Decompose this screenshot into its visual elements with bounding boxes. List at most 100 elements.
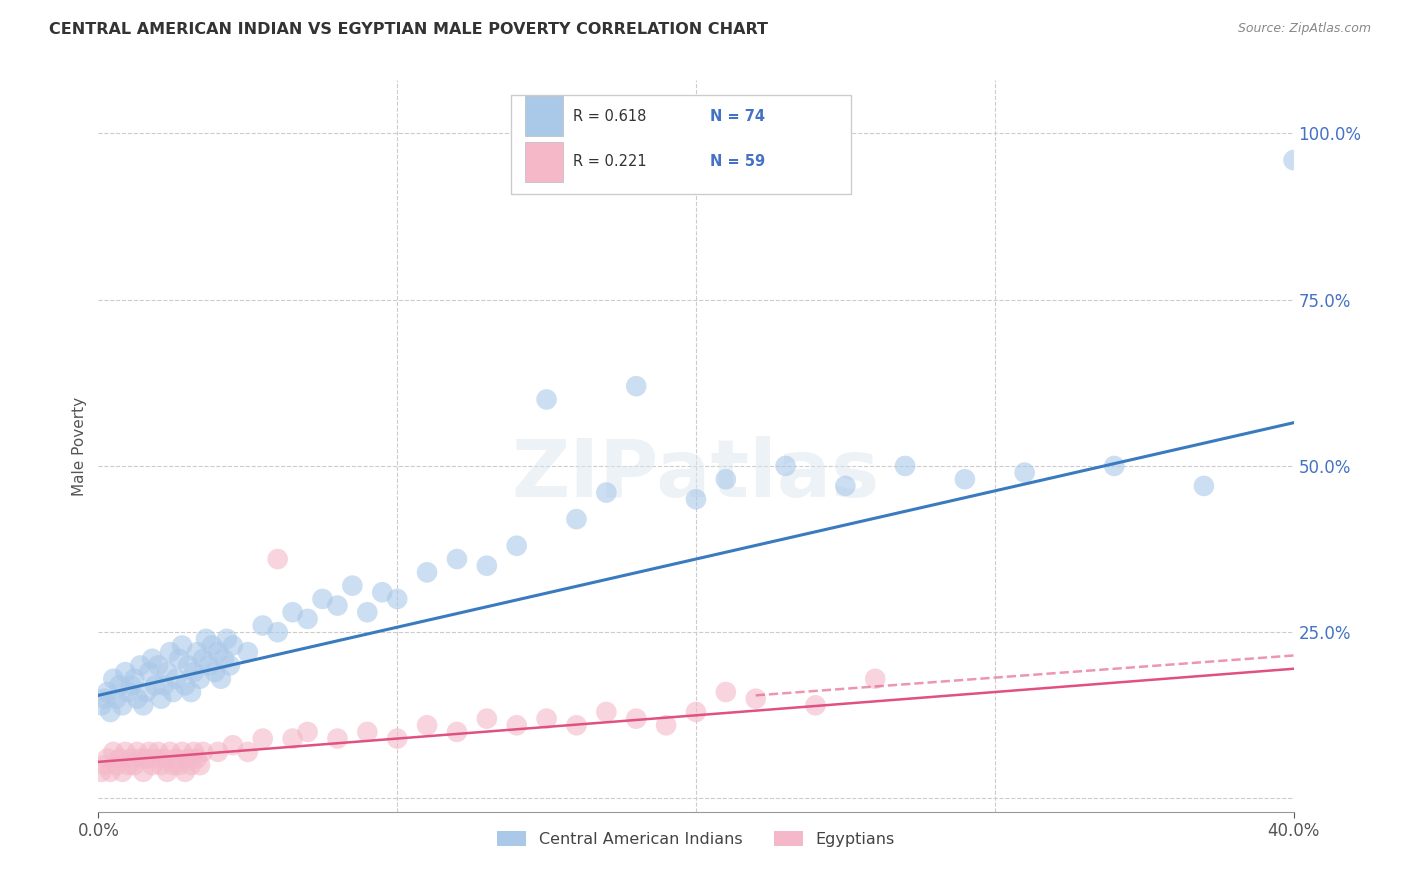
Point [281,605,304,619]
Point [506,718,529,732]
Point [174,764,197,779]
Point [129,751,152,765]
Point [207,745,229,759]
Point [156,764,179,779]
Text: N = 59: N = 59 [710,154,765,169]
Point [167,652,190,666]
Point [416,566,439,580]
Point [685,492,707,507]
Point [127,745,149,759]
Point [105,758,128,772]
Point [894,458,917,473]
Point [685,705,707,719]
Point [714,685,737,699]
Point [506,539,529,553]
Text: N = 74: N = 74 [710,109,765,124]
Point [111,764,134,779]
Point [120,751,142,765]
Point [172,639,194,653]
Point [201,639,224,653]
Point [191,652,214,666]
Point [446,725,468,739]
Point [172,745,194,759]
Point [209,672,232,686]
Point [96,685,118,699]
Point [174,678,197,692]
Point [446,552,468,566]
Point [153,678,176,692]
Point [416,718,439,732]
Point [595,705,617,719]
Point [626,712,648,726]
Point [111,698,134,713]
Point [186,751,208,765]
Point [180,685,202,699]
Text: CENTRAL AMERICAN INDIAN VS EGYPTIAN MALE POVERTY CORRELATION CHART: CENTRAL AMERICAN INDIAN VS EGYPTIAN MALE… [49,22,768,37]
Point [215,632,238,646]
FancyBboxPatch shape [524,142,564,182]
Point [565,512,588,526]
Point [219,658,242,673]
Point [714,472,737,486]
Point [326,599,349,613]
Point [281,731,304,746]
Point [385,591,409,606]
FancyBboxPatch shape [524,96,564,136]
Point [159,745,181,759]
Point [212,652,235,666]
Point [236,745,259,759]
Point [114,665,136,679]
Point [1282,153,1305,167]
Point [745,691,768,706]
Point [595,485,617,500]
Point [143,751,166,765]
Point [222,738,245,752]
Point [117,758,139,772]
Point [207,645,229,659]
Point [183,665,205,679]
Point [626,379,648,393]
Point [385,731,409,746]
Point [165,751,187,765]
Point [311,591,333,606]
Point [90,698,112,713]
Point [204,665,226,679]
Point [267,625,290,640]
Point [127,691,149,706]
Point [129,658,152,673]
Point [103,745,125,759]
Point [1104,458,1126,473]
Point [108,678,131,692]
Point [267,552,290,566]
Point [188,672,211,686]
Point [93,691,115,706]
Point [180,758,202,772]
Point [536,392,558,407]
Point [1192,479,1215,493]
Point [177,658,200,673]
Point [105,691,128,706]
Point [148,745,170,759]
Point [297,725,319,739]
Point [953,472,976,486]
Point [159,645,181,659]
Point [865,672,887,686]
Point [98,705,122,719]
Point [148,658,170,673]
Point [120,678,142,692]
Point [371,585,394,599]
Point [150,691,173,706]
FancyBboxPatch shape [510,95,852,194]
Point [162,758,184,772]
Point [834,479,856,493]
Point [93,758,115,772]
Point [183,745,205,759]
Point [114,745,136,759]
Y-axis label: Male Poverty: Male Poverty [72,396,87,496]
Point [177,751,200,765]
Point [252,731,274,746]
Point [132,764,155,779]
Point [222,639,245,653]
Point [342,579,364,593]
Point [356,605,378,619]
